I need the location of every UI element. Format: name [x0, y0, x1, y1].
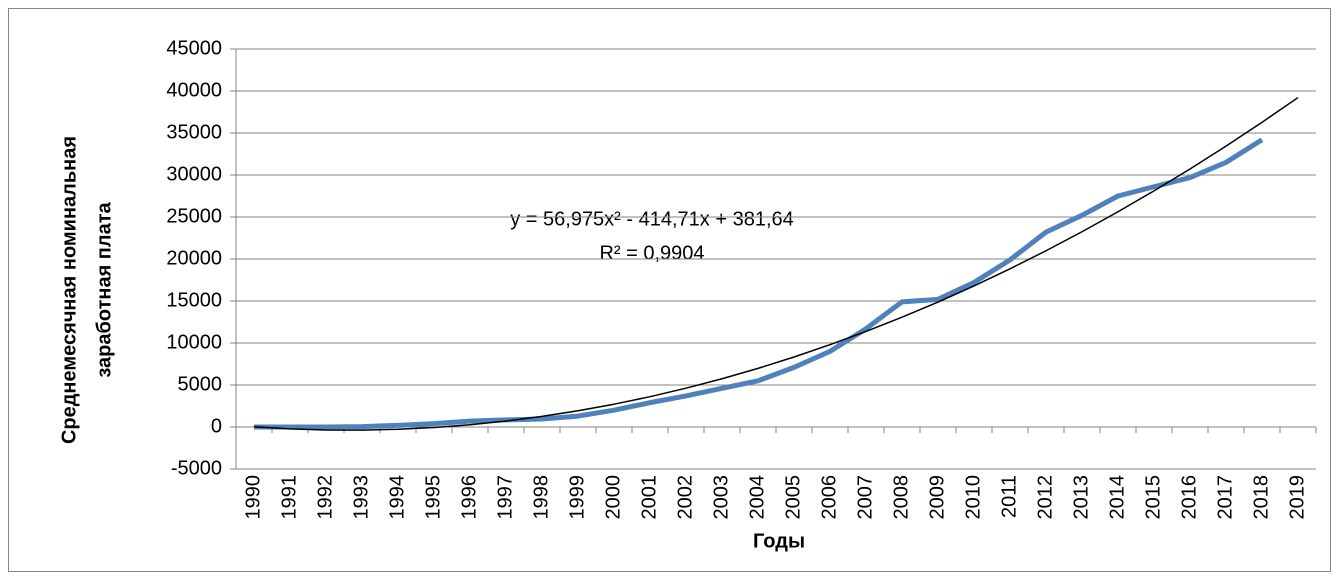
trendline [253, 96, 1299, 431]
x-tick-label: 1996 [458, 475, 480, 520]
x-tick-label: 1998 [530, 475, 552, 520]
x-tick-label: 2008 [890, 475, 912, 520]
trend-r2: R² = 0,9904 [599, 242, 704, 264]
x-tick-label: 2005 [782, 475, 804, 520]
y-tick-label: 20000 [166, 247, 222, 269]
x-tick-label: 1990 [242, 475, 264, 520]
x-tick-label: 2000 [602, 475, 624, 520]
x-axis-title: Годы [753, 530, 805, 552]
x-tick-label: 2019 [1286, 475, 1308, 520]
x-tick-label: 2018 [1250, 475, 1272, 520]
x-tick-label: 1991 [278, 475, 300, 520]
x-tick-label: 2007 [854, 475, 876, 520]
x-tick-label: 1999 [566, 475, 588, 520]
chart-border [8, 8, 1331, 572]
x-tick-label: 2012 [1034, 475, 1056, 520]
x-tick-label: 2014 [1106, 475, 1128, 520]
x-tick-label: 2002 [674, 475, 696, 520]
x-tick-label: 2016 [1178, 475, 1200, 520]
x-tick-label: 2013 [1070, 475, 1092, 520]
y-tick-label: 35000 [166, 121, 222, 143]
y-tick-label: -5000 [171, 457, 222, 479]
y-tick-label: 5000 [178, 373, 223, 395]
x-tick-label: 2015 [1142, 475, 1164, 520]
y-axis-title: заработная плата [93, 201, 115, 377]
y-tick-label: 10000 [166, 331, 222, 353]
series-line [254, 137, 1264, 430]
x-tick-label: 2003 [710, 475, 732, 520]
x-tick-label: 1992 [314, 475, 336, 520]
x-tick-label: 1997 [494, 475, 516, 520]
y-tick-label: 30000 [166, 163, 222, 185]
x-tick-label: 2011 [998, 475, 1020, 518]
x-tick-label: 1994 [386, 475, 408, 520]
x-tick-label: 2017 [1214, 475, 1236, 520]
y-axis-title: Среднемесячная номинальная [58, 136, 80, 444]
trend-equation: y = 56,975x² - 414,71x + 381,64 [510, 208, 794, 230]
x-tick-label: 2010 [962, 475, 984, 520]
y-tick-label: 40000 [166, 79, 222, 101]
x-tick-label: 2009 [926, 475, 948, 520]
x-tick-label: 2004 [746, 475, 768, 520]
y-tick-label: 15000 [166, 289, 222, 311]
x-tick-label: 2001 [638, 475, 660, 520]
y-tick-label: 0 [211, 415, 222, 437]
x-tick-label: 1995 [422, 475, 444, 520]
x-tick-label: 2006 [818, 475, 840, 520]
y-tick-label: 25000 [166, 205, 222, 227]
y-tick-label: 45000 [166, 37, 222, 59]
x-tick-label: 1993 [350, 475, 372, 520]
